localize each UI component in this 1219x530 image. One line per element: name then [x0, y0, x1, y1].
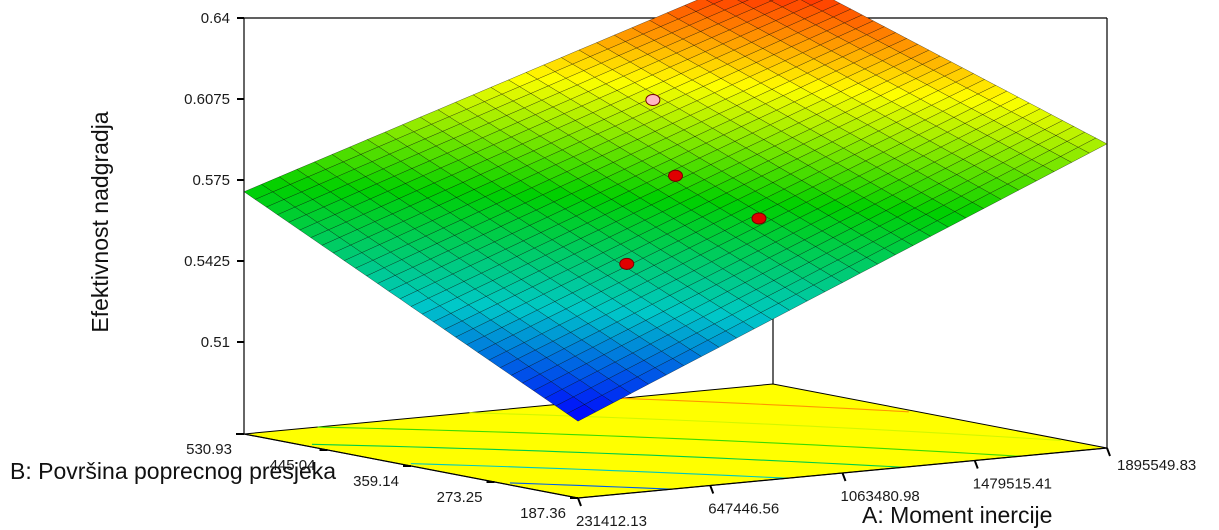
- floor-contour-6: [621, 397, 909, 413]
- design-point: [645, 93, 661, 106]
- z-axis-ticks: 0.64 0.6075 0.575 0.5425 0.51: [184, 10, 244, 351]
- x-tick-label: 231412.13: [576, 513, 647, 530]
- z-tick-label: 0.6075: [184, 91, 230, 108]
- z-tick-label: 0.575: [192, 172, 230, 189]
- z-tick-label: 0.51: [201, 334, 230, 351]
- design-point: [751, 212, 767, 225]
- surface-cell: [770, 0, 799, 7]
- y-axis-ticks: 530.93 445.04 359.14 273.25 187.36: [186, 433, 578, 522]
- y-axis-label: B: Površina poprecnog presjeka: [10, 458, 336, 484]
- y-tick-label: 530.93: [186, 441, 232, 458]
- x-tick-label: 1063480.98: [841, 488, 920, 505]
- floor-contour-1: [509, 482, 672, 490]
- z-axis-label: Efektivnost nadgradja: [87, 111, 113, 332]
- surface-cell: [737, 0, 749, 3]
- x-axis-ticks: 231412.13 647446.56 1063480.98 1479515.41 18…: [576, 447, 1196, 530]
- floor-contour-4: [317, 426, 1020, 457]
- design-points: [619, 93, 767, 270]
- design-point: [619, 257, 635, 270]
- y-tick-label: 187.36: [520, 505, 566, 522]
- surface-cell: [769, 0, 774, 2]
- x-tick-mark: [577, 497, 582, 507]
- z-tick-label: 0.5425: [184, 253, 230, 270]
- surface-cell: [781, 0, 812, 13]
- surface-cell: [741, 0, 772, 9]
- surface-cell: [801, 0, 824, 6]
- x-tick-mark: [709, 485, 715, 494]
- floor-contour-3: [311, 443, 904, 468]
- x-tick-label: 647446.56: [708, 501, 779, 518]
- y-tick-label: 359.14: [353, 473, 399, 490]
- x-tick-mark: [841, 472, 847, 482]
- surface-cell: [810, 0, 841, 12]
- x-tick-mark: [1106, 447, 1111, 457]
- x-tick-label: 1895549.83: [1117, 457, 1196, 474]
- x-axis-label: A: Moment inercije: [862, 502, 1052, 528]
- z-tick-label: 0.64: [201, 10, 230, 27]
- surface-cell: [684, 0, 714, 12]
- x-tick-label: 1479515.41: [973, 476, 1052, 493]
- response-surface: [243, 0, 1108, 422]
- y-tick-label: 273.25: [437, 489, 483, 506]
- x-tick-mark: [973, 460, 979, 469]
- design-point: [668, 169, 684, 182]
- surface-cell: [706, 0, 724, 5]
- floor-contour-2: [410, 463, 788, 479]
- surface-cell: [713, 0, 743, 11]
- y-tick-label: 445.04: [270, 457, 316, 474]
